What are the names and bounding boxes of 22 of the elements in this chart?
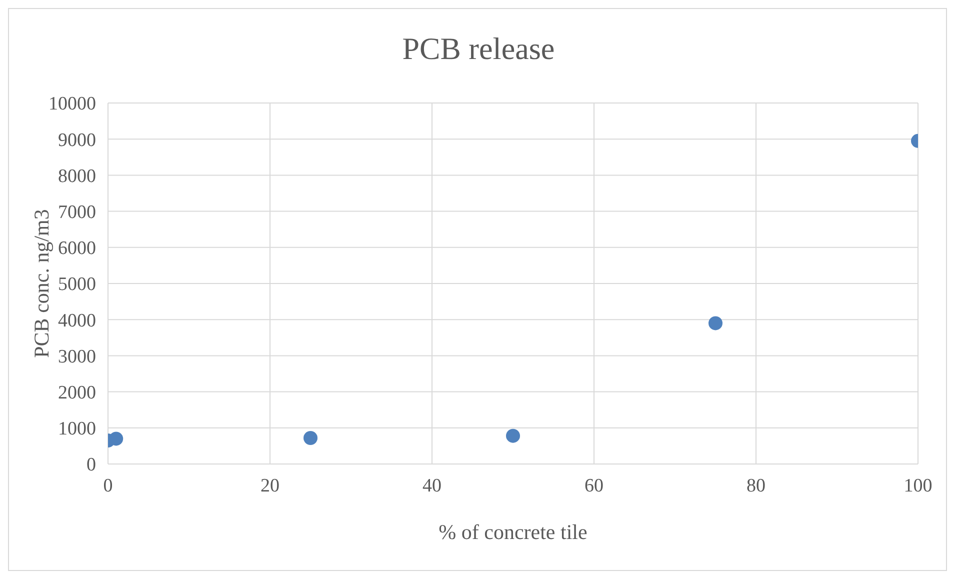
y-tick-label: 8000 [58, 166, 96, 187]
x-tick-label: 80 [746, 475, 766, 496]
y-tick-label: 9000 [58, 130, 96, 151]
x-axis-title: % of concrete tile [438, 520, 588, 544]
y-tick-label: 10000 [48, 94, 96, 115]
y-tick-label: 2000 [58, 382, 96, 404]
y-tick-label: 1000 [58, 418, 96, 440]
x-tick-label: 100 [904, 475, 932, 496]
y-tick-label: 5000 [58, 274, 96, 296]
x-tick-label: 60 [584, 475, 604, 496]
y-axis-title: PCB conc. ng/m3 [29, 209, 54, 358]
y-tick-label: 0 [86, 454, 96, 476]
point [506, 428, 520, 443]
x-tick-label: 20 [260, 475, 280, 496]
chart-title: PCB release [401, 31, 556, 67]
x-tick-label: 40 [422, 475, 442, 496]
x-tick-label: 0 [103, 475, 113, 496]
point [304, 431, 318, 446]
y-tick-label: 7000 [58, 202, 96, 224]
y-tick-label: 3000 [58, 346, 96, 368]
y-tick-label: 4000 [58, 310, 96, 332]
y-tick-label: 6000 [58, 238, 96, 260]
